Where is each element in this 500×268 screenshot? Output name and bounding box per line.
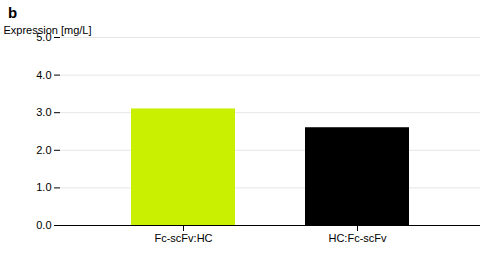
svg-text:5.0: 5.0	[36, 31, 52, 43]
svg-text:4.0: 4.0	[36, 69, 51, 81]
svg-text:Fc-scFv:HC: Fc-scFv:HC	[154, 232, 212, 244]
svg-text:3.0: 3.0	[36, 106, 51, 118]
svg-text:0.0: 0.0	[36, 219, 51, 231]
svg-text:1.0: 1.0	[36, 181, 51, 193]
svg-text:2.0: 2.0	[36, 144, 51, 156]
svg-text:HC:Fc-scFv: HC:Fc-scFv	[328, 232, 387, 244]
svg-text:Expression [mg/L]: Expression [mg/L]	[4, 24, 92, 36]
html-text:b: b	[8, 4, 18, 21]
